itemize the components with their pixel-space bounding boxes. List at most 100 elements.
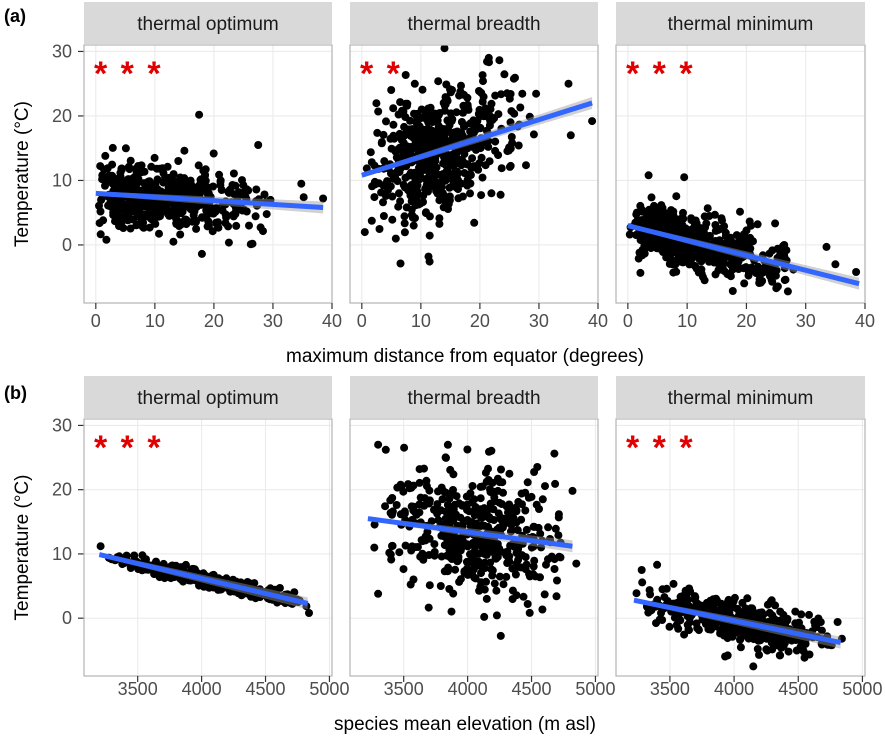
data-point [418, 157, 427, 166]
data-point [470, 573, 479, 582]
data-point [504, 555, 513, 564]
data-point [208, 227, 217, 236]
data-point [201, 176, 210, 185]
data-point [419, 555, 428, 564]
data-point [519, 592, 528, 601]
data-point [153, 207, 161, 216]
data-point [729, 603, 738, 612]
data-point [495, 56, 504, 65]
data-point [381, 191, 390, 200]
data-point [700, 228, 708, 237]
data-point [430, 548, 439, 556]
data-point [645, 217, 654, 226]
data-point [95, 201, 103, 210]
data-point [822, 242, 831, 251]
data-point [132, 221, 141, 230]
data-point [445, 196, 454, 205]
panel-border [83, 44, 333, 304]
x-tick-label: 20 [736, 311, 756, 331]
data-point [217, 186, 226, 194]
data-point [431, 163, 440, 172]
data-point [144, 177, 153, 186]
data-point [522, 161, 530, 170]
data-point [656, 236, 665, 245]
data-point [506, 118, 515, 127]
data-point [445, 183, 454, 192]
data-point [749, 237, 757, 246]
data-point [360, 228, 369, 237]
data-point [463, 542, 472, 551]
data-point [456, 575, 465, 584]
data-point [480, 612, 489, 621]
data-point [175, 222, 184, 230]
data-point [435, 214, 444, 223]
data-point [476, 494, 485, 503]
data-point [540, 590, 549, 599]
x-tick-label: 3500 [384, 679, 424, 699]
data-marks [95, 110, 328, 258]
data-point [476, 140, 485, 149]
data-point [684, 625, 693, 634]
data-point [440, 45, 449, 53]
data-point [728, 287, 737, 295]
data-point [370, 543, 379, 552]
data-point [484, 53, 493, 62]
data-point [252, 185, 261, 194]
data-point [121, 144, 130, 153]
data-point [482, 477, 491, 486]
data-point [729, 597, 738, 606]
data-point [768, 246, 777, 255]
data-point [367, 216, 376, 225]
data-point [440, 153, 448, 162]
data-point [646, 590, 655, 599]
y-tick-label: 0 [62, 608, 72, 628]
data-point [397, 482, 406, 491]
data-point [441, 453, 450, 462]
data-point [212, 218, 220, 227]
data-point [638, 216, 646, 224]
data-point [564, 79, 573, 88]
data-point [416, 199, 425, 208]
data-point [248, 239, 257, 248]
data-point [397, 136, 406, 145]
data-point [463, 564, 472, 573]
facet-thermal-minimum: thermal minimum * * * 0 10 20 30 40 [615, 2, 875, 331]
data-point [749, 635, 758, 644]
data-point [119, 224, 128, 232]
data-point [550, 565, 559, 573]
data-point [485, 536, 494, 545]
data-point [319, 194, 328, 203]
data-point [487, 189, 496, 198]
x-tick-label: 40 [855, 311, 875, 331]
data-point [707, 255, 716, 264]
data-point [416, 173, 425, 181]
data-point [525, 112, 534, 121]
panel-label: (b) [4, 383, 27, 403]
data-point [251, 212, 260, 221]
facet-title: thermal breadth [407, 14, 540, 35]
data-point [386, 496, 395, 505]
data-point [588, 117, 597, 126]
regression-line [633, 597, 842, 646]
data-point [156, 187, 165, 196]
data-point [782, 633, 791, 642]
data-point [513, 526, 522, 535]
data-point [477, 569, 485, 578]
data-point [474, 165, 483, 174]
data-point [96, 230, 105, 239]
data-point [638, 578, 647, 587]
x-tick-label: 4000 [714, 679, 754, 699]
data-point [716, 629, 725, 638]
x-tick-label: 20 [470, 311, 490, 331]
data-point [852, 268, 861, 276]
data-point [377, 138, 386, 147]
data-point [123, 179, 132, 188]
data-point [460, 90, 468, 99]
data-point [480, 558, 489, 567]
data-point [425, 534, 434, 543]
data-point [522, 525, 531, 534]
data-point [211, 207, 220, 216]
data-point [184, 202, 193, 211]
data-point [657, 201, 666, 210]
data-point [232, 221, 241, 230]
